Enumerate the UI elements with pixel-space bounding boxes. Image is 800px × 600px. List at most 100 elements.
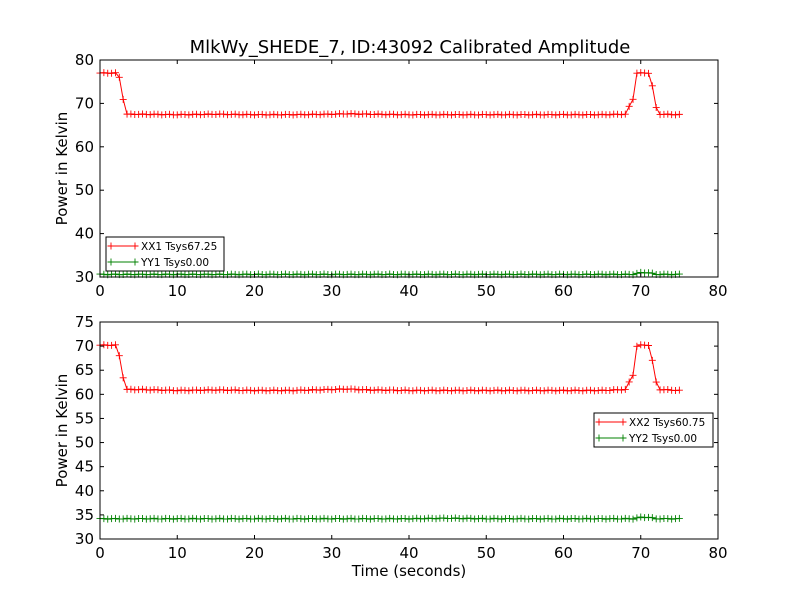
data-point: [119, 95, 127, 103]
data-point: [366, 515, 374, 523]
data-point: [675, 514, 683, 522]
data-point: [220, 386, 228, 394]
data-point: [587, 110, 595, 118]
data-point: [633, 69, 641, 77]
data-point: [644, 69, 652, 77]
data-point: [644, 269, 652, 277]
data-point: [656, 515, 664, 523]
data-point: [289, 515, 297, 523]
data-point: [100, 69, 108, 77]
data-point: [532, 515, 540, 523]
legend-box: [593, 412, 714, 448]
x-tick-label: 0: [95, 544, 105, 562]
data-point: [223, 515, 231, 523]
data-point: [177, 514, 185, 522]
data-point: [455, 386, 463, 394]
data-point: [115, 73, 123, 81]
data-point: [629, 371, 637, 379]
x-tick-label: 0: [95, 282, 105, 300]
series-markers: [96, 513, 683, 523]
data-point: [552, 387, 560, 395]
data-point: [258, 110, 266, 118]
data-point: [320, 514, 328, 522]
data-point: [166, 110, 174, 118]
y-tick-label: 40: [75, 225, 94, 243]
data-point: [146, 386, 154, 394]
data-point: [111, 341, 119, 349]
data-point: [332, 110, 340, 118]
data-point: [401, 386, 409, 394]
data-point: [301, 515, 309, 523]
data-point: [316, 515, 324, 523]
data-point: [486, 387, 494, 395]
chart-panel-2: 0 10 20 30 40 50 60 70 80 30 35 40 45 50 55 60 65 70 75 Pow…: [53, 313, 728, 580]
data-point: [200, 110, 208, 118]
data-point: [583, 270, 591, 278]
data-point: [567, 387, 575, 395]
data-point: [278, 387, 286, 395]
data-point: [111, 514, 119, 522]
x-tick-label: 10: [168, 544, 187, 562]
data-point: [173, 111, 181, 119]
legend-label: YY2 Tsys0.00: [628, 433, 697, 445]
x-tick-label: 30: [322, 282, 341, 300]
data-point: [463, 387, 471, 395]
data-point: [648, 514, 656, 522]
x-tick-label: 40: [399, 282, 418, 300]
data-point: [119, 515, 127, 523]
data-point: [251, 387, 258, 395]
data-point: [475, 111, 483, 119]
data-point: [111, 270, 119, 278]
data-point: [513, 515, 521, 523]
data-point: [220, 110, 228, 118]
data-point: [231, 386, 239, 394]
data-point: [648, 356, 656, 364]
data-point: [621, 385, 629, 393]
data-point: [193, 110, 201, 118]
data-point: [440, 514, 448, 522]
data-point: [343, 110, 351, 118]
data-point: [606, 386, 614, 394]
data-point: [270, 515, 278, 523]
data-point: [297, 110, 305, 118]
data-point: [428, 110, 436, 118]
data-point: [475, 387, 483, 395]
x-tick-label: 60: [554, 544, 573, 562]
data-point: [532, 386, 540, 394]
data-point: [587, 386, 595, 394]
data-point: [297, 515, 305, 523]
x-tick-label: 40: [399, 544, 418, 562]
y-tick-label: 40: [75, 482, 94, 500]
data-point: [185, 515, 193, 523]
data-point: [308, 270, 316, 278]
data-point: [324, 110, 332, 118]
data-point: [185, 111, 193, 119]
data-point: [675, 270, 683, 278]
data-point: [270, 386, 278, 394]
chart-panel-1: 0 10 20 30 40 50 60 70 80 30 40 50 60 70 80 Power in Ke…: [53, 51, 728, 300]
data-point: [146, 111, 154, 119]
data-point: [521, 110, 529, 118]
legend-box: [105, 236, 225, 272]
data-point: [374, 514, 382, 522]
data-point: [150, 270, 158, 278]
data-point: [598, 515, 606, 523]
data-point: [374, 270, 382, 278]
x-axis-label: Time (seconds): [351, 562, 467, 580]
data-point: [629, 95, 637, 103]
data-point: [104, 515, 112, 523]
data-point: [617, 386, 625, 394]
data-point: [633, 342, 641, 350]
data-point: [675, 110, 683, 118]
data-point: [200, 386, 208, 394]
y-tick-label: 70: [75, 94, 94, 112]
data-point: [606, 111, 614, 119]
x-tick-label: 80: [708, 544, 727, 562]
data-point: [216, 270, 224, 278]
x-tick-label: 20: [245, 544, 264, 562]
data-point: [115, 352, 123, 360]
chart-title: MlkWy_SHEDE_7, ID:43092 Calibrated Ampli…: [190, 37, 631, 58]
y-tick-label: 50: [75, 434, 94, 452]
x-tick-label: 70: [631, 544, 650, 562]
